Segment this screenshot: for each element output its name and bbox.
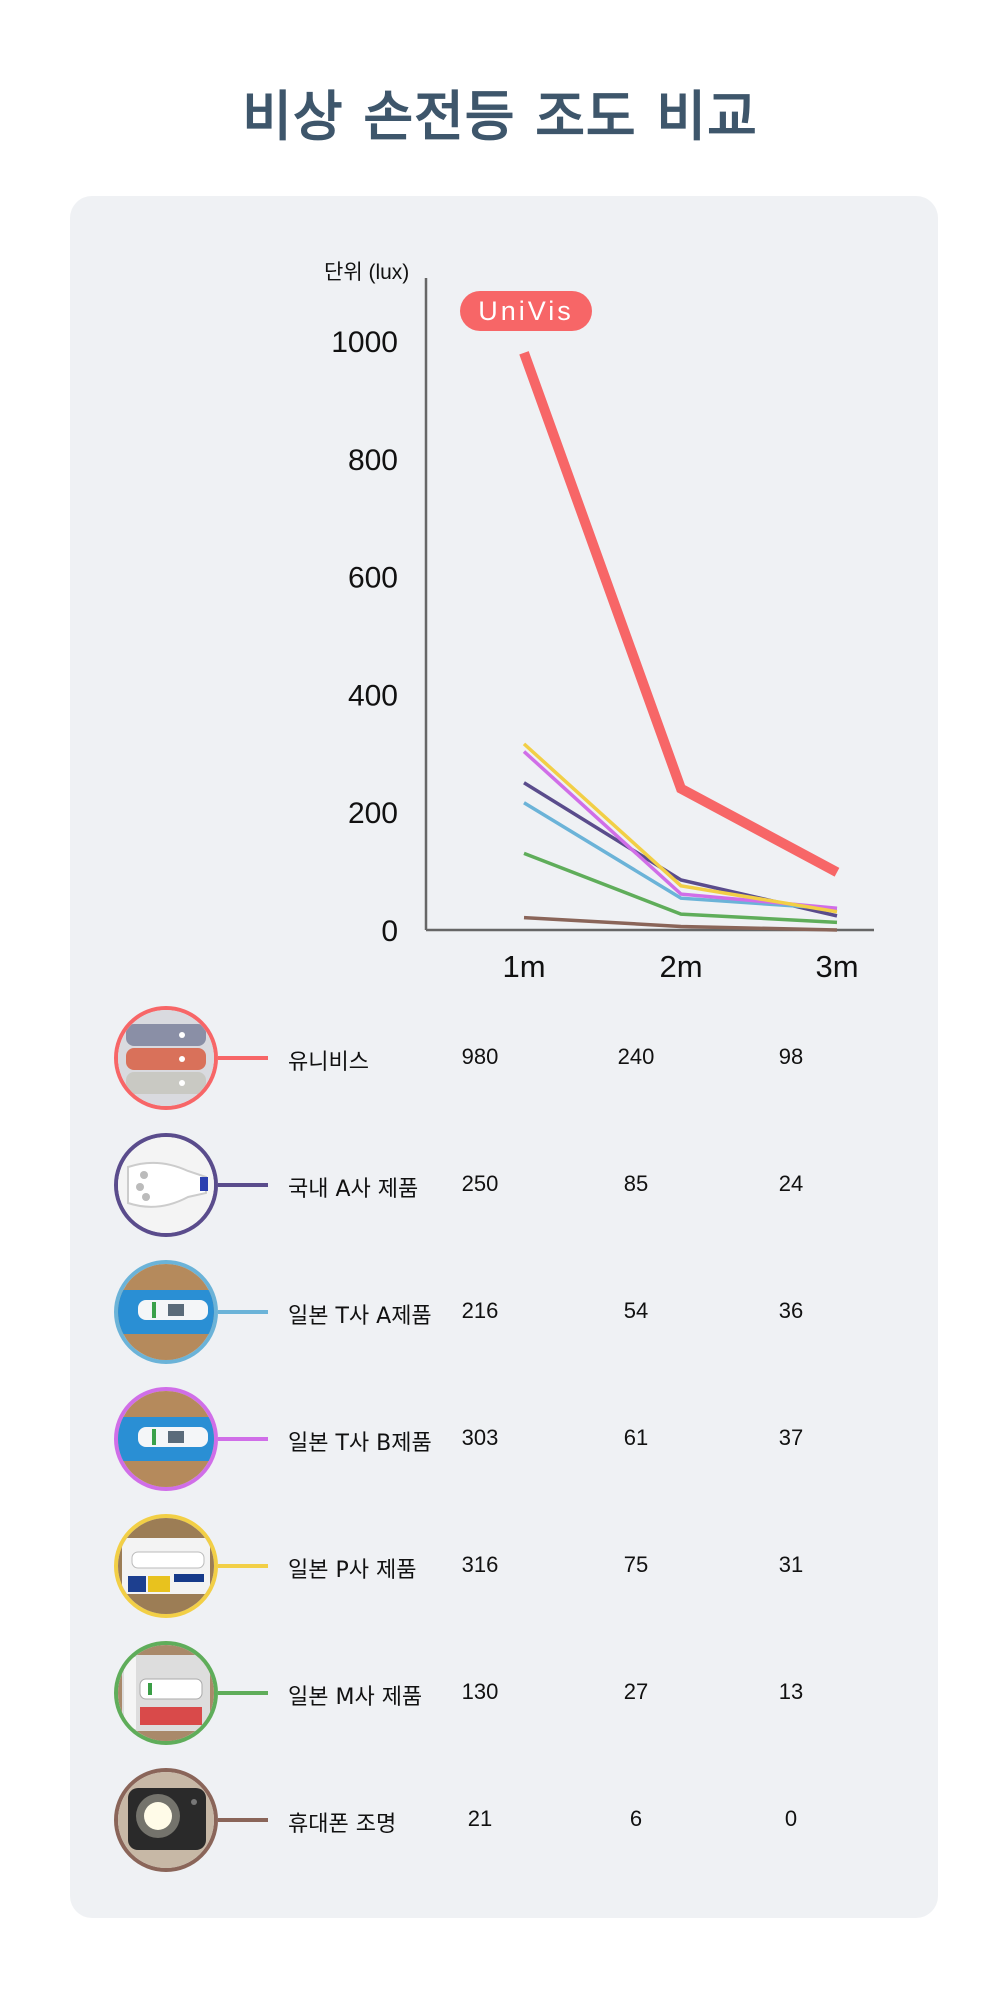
table-row: 일본 M사 제품 130 27 13 <box>0 1641 1000 1751</box>
legend-connector <box>218 1691 268 1695</box>
table-row: 국내 A사 제품 250 85 24 <box>0 1133 1000 1243</box>
page-title: 비상 손전등 조도 비교 <box>242 85 758 148</box>
univis-brand-badge: UniVis <box>460 291 592 331</box>
series-line-3 <box>523 801 838 911</box>
y-tick-label: 600 <box>348 562 398 595</box>
lux-value: 61 <box>623 1425 649 1450</box>
blue-box-flashlight-icon <box>114 1387 218 1491</box>
lux-value: 85 <box>623 1171 649 1196</box>
boxed-led-flashlight-icon <box>114 1641 218 1745</box>
y-tick-label: 0 <box>381 915 398 948</box>
lux-value: 98 <box>778 1044 804 1069</box>
legend-connector <box>218 1183 268 1187</box>
lux-value: 980 <box>461 1044 499 1069</box>
x-tick-label: 2m <box>659 949 702 984</box>
lux-value: 31 <box>778 1552 804 1577</box>
legend-connector <box>218 1437 268 1441</box>
table-row: 일본 T사 B제품 303 61 37 <box>0 1387 1000 1497</box>
legend-connector <box>218 1056 268 1060</box>
table-row: 휴대폰 조명 21 6 0 <box>0 1768 1000 1878</box>
legend-connector <box>218 1310 268 1314</box>
series-line-1 <box>519 351 840 877</box>
lux-value: 216 <box>461 1298 499 1323</box>
x-tick-label: 1m <box>502 949 545 984</box>
product-name: 국내 A사 제품 <box>288 1177 419 1202</box>
lux-value: 0 <box>784 1806 798 1831</box>
white-flashlight-icon <box>114 1133 218 1237</box>
y-tick-label: 1000 <box>331 326 398 359</box>
series-line-7 <box>523 915 838 932</box>
product-name: 일본 M사 제품 <box>288 1685 423 1710</box>
y-tick-label: 400 <box>348 679 398 712</box>
series-line-6 <box>523 851 838 925</box>
product-name: 일본 P사 제품 <box>288 1558 417 1583</box>
x-tick-label: 3m <box>815 949 858 984</box>
lux-value: 27 <box>623 1679 649 1704</box>
y-axis-unit-label: 단위 (lux) <box>324 261 410 284</box>
product-name: 일본 T사 A제품 <box>288 1304 432 1329</box>
lux-value: 36 <box>778 1298 804 1323</box>
blue-box-flashlight-icon <box>114 1260 218 1364</box>
product-name: 유니비스 <box>288 1050 369 1075</box>
lux-value: 240 <box>617 1044 655 1069</box>
legend-connector <box>218 1818 268 1822</box>
lux-value: 130 <box>461 1679 499 1704</box>
lux-value: 250 <box>461 1171 499 1196</box>
lux-value: 24 <box>778 1171 804 1196</box>
packaged-flashlight-icon <box>114 1514 218 1618</box>
lux-value: 21 <box>467 1806 493 1831</box>
lux-value: 303 <box>461 1425 499 1450</box>
table-row: 유니비스 980 240 98 <box>0 1006 1000 1116</box>
y-tick-label: 800 <box>348 444 398 477</box>
table-row: 일본 P사 제품 316 75 31 <box>0 1514 1000 1624</box>
table-row: 일본 T사 A제품 216 54 36 <box>0 1260 1000 1370</box>
lux-value: 13 <box>778 1679 804 1704</box>
lux-value: 316 <box>461 1552 499 1577</box>
product-name: 휴대폰 조명 <box>288 1812 397 1837</box>
legend-connector <box>218 1564 268 1568</box>
lux-value: 54 <box>623 1298 649 1323</box>
product-name: 일본 T사 B제품 <box>288 1431 432 1456</box>
phone-flash-icon <box>114 1768 218 1872</box>
flashlight-set-icon <box>114 1006 218 1110</box>
y-tick-label: 200 <box>348 797 398 830</box>
lux-value: 75 <box>623 1552 649 1577</box>
lux-value: 6 <box>629 1806 643 1831</box>
series-line-5 <box>522 742 838 914</box>
lux-value: 37 <box>778 1425 804 1450</box>
